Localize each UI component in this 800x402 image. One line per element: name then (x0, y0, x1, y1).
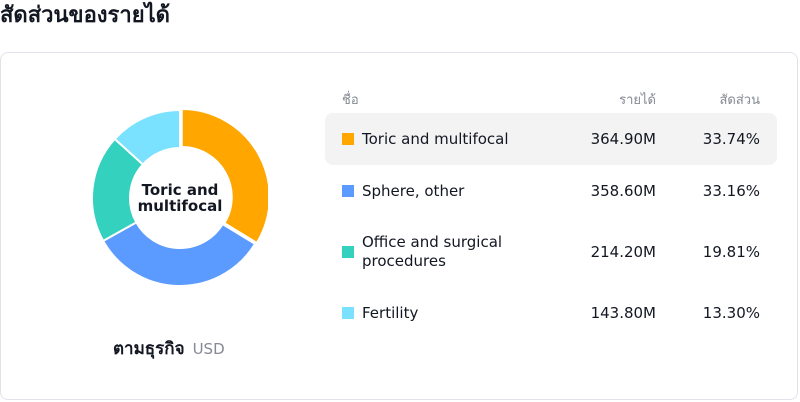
table-body: Toric and multifocal 364.90M 33.74% Sphere,… (325, 113, 777, 339)
segment-label: ตามธุรกิจ (113, 339, 185, 359)
header-share: สัดส่วน (719, 93, 761, 108)
table-row[interactable]: Office and surgical procedures 214.20M 19.… (325, 217, 777, 287)
row-name: Sphere, other (362, 181, 465, 200)
legend-swatch (342, 133, 354, 145)
currency-label: USD (192, 340, 225, 358)
revenue-table: ชื่อ รายได้ สัดส่วน Toric and multifocal… (325, 81, 777, 339)
legend-swatch (342, 246, 354, 258)
donut-slice-3[interactable] (113, 110, 181, 166)
table-row[interactable]: Sphere, other 358.60M 33.16% (325, 165, 777, 217)
row-revenue: 364.90M (590, 129, 656, 148)
revenue-breakdown-card: Toric and multifocal ตามธุรกิจ USD ชื่อ … (0, 52, 798, 400)
legend-swatch (342, 307, 354, 319)
table-row[interactable]: Fertility 143.80M 13.30% (325, 287, 777, 339)
header-name: ชื่อ (342, 93, 359, 108)
donut-slice-0[interactable] (180, 110, 268, 245)
row-name: Toric and multifocal (362, 129, 509, 148)
row-share: 33.74% (702, 129, 760, 148)
row-revenue: 358.60M (590, 181, 656, 200)
table-row[interactable]: Toric and multifocal 364.90M 33.74% (325, 113, 777, 165)
legend-swatch (342, 185, 354, 197)
page-title: สัดส่วนของรายได้ (0, 3, 170, 28)
row-name: Fertility (362, 303, 419, 322)
row-revenue: 214.20M (590, 242, 656, 261)
row-share: 19.81% (702, 242, 760, 261)
donut-svg (92, 110, 268, 286)
footer-label: ตามธุรกิจ USD (113, 337, 225, 361)
row-name: Office and surgical procedures (362, 233, 503, 270)
row-share: 33.16% (702, 181, 760, 200)
header-revenue: รายได้ (619, 93, 656, 108)
donut-chart: Toric and multifocal (92, 110, 268, 286)
row-revenue: 143.80M (590, 303, 656, 322)
donut-slice-1[interactable] (101, 221, 257, 286)
table-header: ชื่อ รายได้ สัดส่วน (325, 81, 777, 113)
row-share: 13.30% (702, 303, 760, 322)
